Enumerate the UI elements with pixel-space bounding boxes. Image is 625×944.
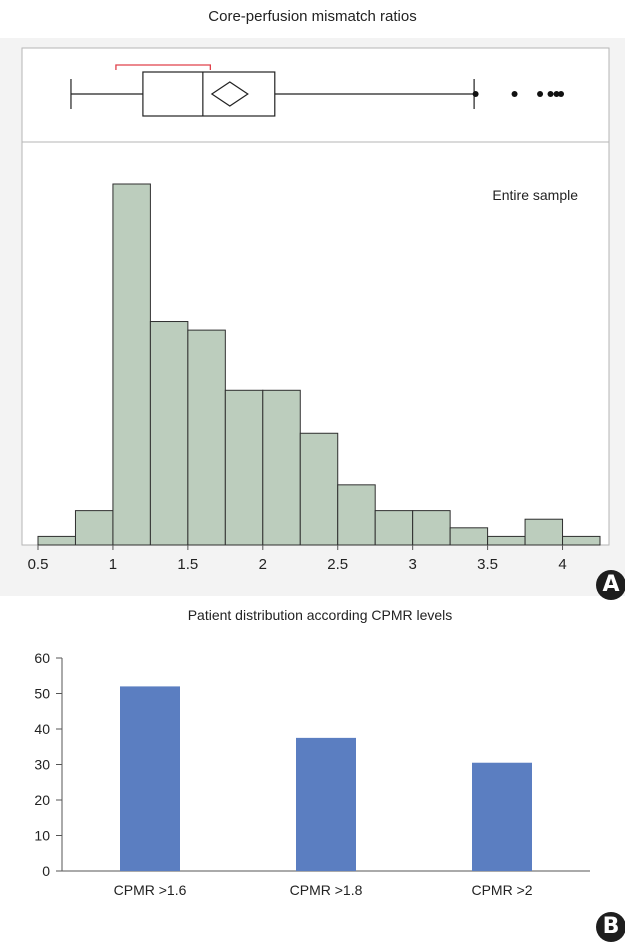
x-category-label: CPMR >1.8: [290, 882, 363, 898]
boxplot-outlier-point: [558, 91, 565, 97]
y-tick-label: 40: [34, 721, 50, 737]
histogram-bar-7: [262, 389, 301, 546]
bar-chart-title: Patient distribution according CPMR leve…: [188, 607, 453, 623]
histogram-bar-9: [337, 484, 376, 546]
histogram-bar-2: [74, 510, 114, 546]
boxplot-box: [142, 71, 276, 117]
boxplot-layer: [70, 64, 565, 117]
shortest-half-bracket: [115, 64, 211, 70]
histogram-bar-14: [524, 518, 564, 546]
histogram-bar-13: [487, 535, 526, 546]
histogram-bars: [37, 183, 601, 546]
panel-label-a: A: [596, 570, 625, 600]
boxplot-frame: [21, 47, 610, 143]
histogram-bar-15: [562, 535, 601, 546]
panel-label-b: B: [596, 912, 625, 942]
y-tick-label: 60: [34, 650, 50, 666]
bar-2: [296, 737, 356, 871]
y-tick-label: 20: [34, 792, 50, 808]
histogram-bar-11: [412, 510, 451, 546]
bar-chart-bars: CPMR >1.6 CPMR >1.8 CPMR >2: [114, 686, 533, 898]
x-category-label: CPMR >1.6: [114, 882, 187, 898]
bar-1: [120, 686, 180, 871]
bar-3: [472, 762, 532, 871]
x-tick-label: 1: [109, 556, 117, 573]
entire-sample-annotation: Entire sample: [492, 187, 578, 203]
x-tick-label: 3.5: [477, 556, 498, 573]
boxplot-outlier-point: [553, 91, 560, 97]
histogram-bar-8: [299, 432, 339, 546]
boxplot-outlier-point: [547, 91, 554, 97]
histogram-bar-10: [374, 510, 414, 546]
histogram-bar-6: [224, 389, 264, 546]
histogram-title: Core-perfusion mismatch ratios: [208, 8, 417, 25]
y-tick-label: 10: [34, 828, 50, 844]
x-tick-label: 2: [259, 556, 267, 573]
y-tick-label: 30: [34, 757, 50, 773]
histogram-bar-12: [449, 527, 489, 546]
histogram-chart: 0.5 1 1.5 2 2.5 3 3.5 4 Entire sample: [21, 47, 610, 573]
x-tick-label: 4: [558, 556, 566, 573]
boxplot-outlier-point: [537, 91, 544, 97]
histogram-bar-3: [112, 183, 151, 546]
histogram-x-axis: 0.5 1 1.5 2 2.5 3 3.5 4: [28, 545, 567, 573]
histogram-bar-5: [187, 329, 226, 546]
histogram-bar-1: [37, 535, 76, 546]
x-tick-label: 2.5: [327, 556, 348, 573]
y-tick-label: 50: [34, 686, 50, 702]
x-tick-label: 0.5: [28, 556, 49, 573]
boxplot-outlier-point: [472, 91, 479, 97]
bar-chart: Patient distribution according CPMR leve…: [34, 607, 590, 898]
x-tick-label: 1.5: [177, 556, 198, 573]
boxplot-outlier-point: [511, 91, 518, 97]
histogram-bar-4: [149, 321, 189, 546]
x-tick-label: 3: [408, 556, 416, 573]
x-category-label: CPMR >2: [471, 882, 532, 898]
boxplot-mean-diamond: [210, 81, 249, 107]
y-tick-label: 0: [42, 863, 50, 879]
